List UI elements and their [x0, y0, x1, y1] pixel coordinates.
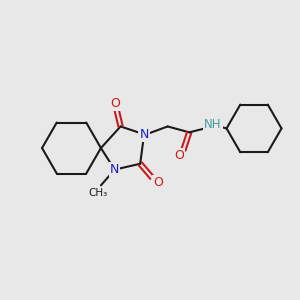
Text: NH: NH	[204, 118, 222, 131]
Text: O: O	[153, 176, 163, 189]
Text: N: N	[140, 128, 149, 141]
Text: CH₃: CH₃	[88, 188, 108, 198]
Text: N: N	[110, 163, 119, 176]
Text: O: O	[111, 98, 121, 110]
Text: O: O	[175, 149, 184, 162]
